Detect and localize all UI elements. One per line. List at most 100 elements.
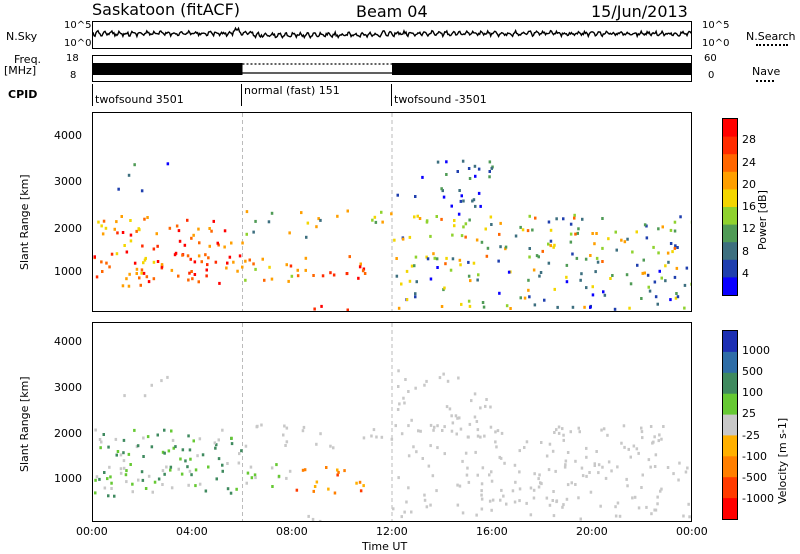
echo-cell — [146, 216, 149, 219]
echo-cell — [456, 503, 460, 507]
echo-cell — [127, 173, 131, 177]
echo-cell — [362, 436, 366, 440]
echo-cell — [583, 305, 586, 309]
echo-cell — [440, 217, 443, 221]
echo-cell — [403, 510, 406, 514]
echo-cell — [445, 405, 449, 409]
echo-cell — [155, 232, 158, 236]
echo-cell — [433, 425, 436, 429]
echo-cell — [405, 298, 409, 302]
echo-cell — [223, 245, 226, 249]
echo-cell — [479, 406, 482, 410]
echo-cell — [393, 238, 396, 242]
echo-cell — [137, 478, 140, 482]
echo-cell — [613, 307, 617, 311]
echo-cell — [319, 432, 322, 436]
echo-cell — [423, 383, 426, 387]
echo-cell — [187, 278, 190, 282]
echo-cell — [518, 449, 521, 453]
nsky-tick-bottom: 10^0 — [64, 38, 92, 49]
colorbar-swatch — [723, 154, 737, 173]
echo-cell — [235, 487, 238, 491]
echo-cell — [414, 195, 417, 198]
echo-cell — [400, 515, 403, 519]
echo-cell — [580, 466, 584, 470]
echo-cell — [414, 295, 417, 299]
echo-cell — [575, 256, 579, 260]
echo-cell — [217, 438, 220, 442]
echo-cell — [504, 245, 508, 249]
echo-cell — [577, 496, 580, 500]
echo-cell — [557, 431, 561, 435]
date-title: 15/Jun/2013 — [591, 2, 688, 21]
echo-cell — [156, 244, 159, 248]
echo-cell — [115, 220, 118, 224]
echo-cell — [429, 277, 433, 281]
echo-cell — [332, 446, 335, 450]
echo-cell — [677, 478, 680, 482]
echo-cell — [479, 435, 482, 439]
echo-cell — [170, 429, 173, 433]
echo-cell — [465, 473, 469, 477]
echo-cell — [571, 252, 574, 256]
echo-cell — [528, 214, 531, 218]
echo-cell — [477, 191, 481, 195]
echo-cell — [513, 463, 517, 467]
echo-cell — [245, 481, 248, 485]
echo-cell — [333, 491, 337, 495]
echo-cell — [370, 434, 373, 438]
echo-cell — [456, 483, 459, 487]
echo-cell — [108, 265, 111, 269]
echo-cell — [432, 428, 435, 432]
echo-cell — [104, 226, 108, 230]
echo-cell — [679, 215, 682, 219]
freq-tick-bottom: 8 — [70, 70, 77, 81]
echo-cell — [410, 418, 413, 422]
echo-cell — [533, 303, 537, 307]
echo-cell — [186, 254, 190, 258]
echo-cell — [288, 231, 291, 235]
echo-cell — [532, 268, 536, 272]
echo-cell — [566, 451, 570, 454]
echo-cell — [302, 425, 306, 429]
echo-cell — [177, 467, 180, 471]
echo-cell — [436, 160, 440, 164]
echo-cell — [539, 271, 543, 274]
echo-cell — [473, 164, 477, 168]
echo-cell — [407, 424, 410, 428]
echo-cell — [648, 289, 652, 293]
echo-cell — [547, 261, 551, 265]
echo-cell — [289, 264, 293, 268]
echo-cell — [230, 241, 233, 245]
echo-cell — [230, 442, 234, 446]
echo-cell — [658, 433, 661, 437]
echo-cell — [673, 275, 677, 279]
echo-cell — [405, 500, 408, 504]
echo-cell — [429, 503, 432, 507]
echo-cell — [565, 263, 569, 267]
echo-cell — [450, 429, 454, 433]
power-colorbar-tick: 16 — [742, 200, 756, 213]
echo-cell — [103, 471, 106, 474]
echo-cell — [518, 470, 521, 474]
echo-cell — [444, 262, 447, 266]
echo-cell — [643, 271, 646, 275]
echo-cell — [585, 474, 588, 478]
echo-cell — [99, 446, 102, 450]
echo-cell — [553, 287, 556, 291]
echo-cell — [144, 256, 147, 260]
echo-cell — [628, 306, 631, 310]
echo-cell — [268, 265, 271, 269]
echo-cell — [495, 445, 498, 449]
echo-cell — [336, 468, 339, 472]
echo-cell — [210, 229, 213, 233]
echo-cell — [547, 468, 551, 472]
echo-cell — [574, 483, 577, 486]
echo-cell — [317, 217, 320, 221]
echo-cell — [438, 376, 442, 380]
echo-cell — [127, 452, 131, 456]
echo-cell — [488, 160, 492, 164]
echo-cell — [429, 234, 432, 238]
echo-cell — [117, 187, 120, 191]
echo-cell — [423, 498, 427, 502]
